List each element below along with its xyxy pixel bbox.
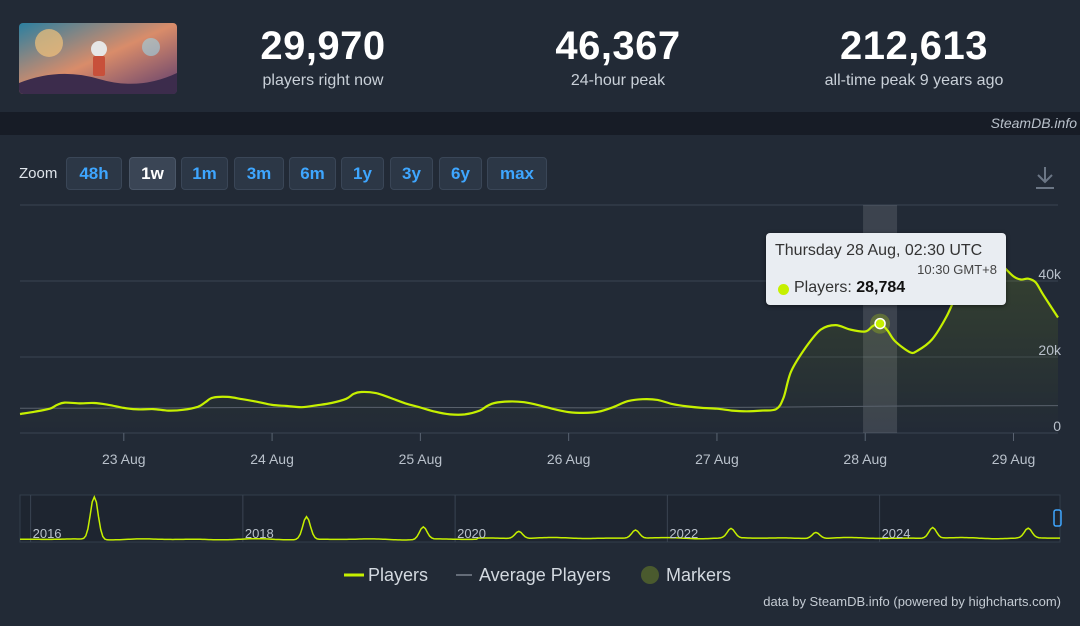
peak24-value: 46,367 bbox=[555, 24, 681, 68]
zoom-48h-button[interactable]: 48h bbox=[66, 157, 122, 190]
nav-tick-label-2024: 2024 bbox=[882, 526, 911, 541]
legend-players-swatch bbox=[344, 573, 364, 577]
x-tick-label-6: 29 Aug bbox=[992, 451, 1036, 467]
tooltip-series-row: Players: 28,784 bbox=[794, 279, 906, 296]
stat-current-players: 29,970 players right now bbox=[223, 24, 423, 90]
y-tick-label-20k: 20k bbox=[1038, 342, 1062, 358]
tooltip-value: 28,784 bbox=[856, 279, 906, 296]
legend-players[interactable]: Players bbox=[368, 565, 429, 585]
alltime-label: all-time peak 9 years ago bbox=[824, 72, 1004, 89]
tooltip-local-time: 10:30 GMT+8 bbox=[917, 262, 997, 277]
zoom-max-button[interactable]: max bbox=[487, 157, 547, 190]
steamdb-credit-top[interactable]: SteamDB.info bbox=[990, 115, 1077, 131]
nav-tick-label-2020: 2020 bbox=[457, 526, 486, 541]
average-players-line bbox=[19, 405, 1059, 409]
x-tick-label-4: 27 Aug bbox=[695, 451, 739, 467]
tooltip: Thursday 28 Aug, 02:30 UTC 10:30 GMT+8 P… bbox=[766, 233, 1006, 305]
current-players-label: players right now bbox=[262, 72, 384, 89]
y-axis: 0 20k 40k bbox=[1038, 266, 1062, 434]
navigator-grid bbox=[30, 495, 881, 542]
stats-bar: 29,970 players right now 46,367 24-hour … bbox=[0, 0, 1080, 112]
players-area bbox=[20, 256, 1058, 433]
alltime-value: 212,613 bbox=[839, 24, 989, 68]
current-players-value: 29,970 bbox=[260, 24, 386, 68]
legend: Players Average Players Markers bbox=[0, 563, 1080, 587]
x-tick-label-5: 28 Aug bbox=[843, 451, 887, 467]
navigator-frame[interactable] bbox=[19, 494, 1061, 543]
nav-tick-label-2016: 2016 bbox=[33, 526, 62, 541]
no-mans-sky-logo-icon bbox=[19, 23, 177, 94]
zoom-1w-button[interactable]: 1w bbox=[129, 157, 176, 190]
hover-point[interactable] bbox=[874, 317, 886, 330]
steamdb-credit-bottom[interactable]: data by SteamDB.info (powered by highcha… bbox=[763, 594, 1061, 609]
legend-average-swatch bbox=[456, 574, 472, 576]
stat-24h-peak: 46,367 24-hour peak bbox=[518, 24, 718, 90]
zoom-label: Zoom bbox=[19, 165, 58, 182]
navigator-x-axis: 2016 2018 2020 2022 2024 bbox=[33, 526, 911, 541]
x-tick-label-2: 25 Aug bbox=[399, 451, 443, 467]
legend-markers[interactable]: Markers bbox=[666, 565, 732, 585]
zoom-6m-button[interactable]: 6m bbox=[289, 157, 336, 190]
zoom-3m-button[interactable]: 3m bbox=[234, 157, 284, 190]
x-tick-label-1: 24 Aug bbox=[250, 451, 294, 467]
y-tick-label-0: 0 bbox=[1053, 418, 1061, 434]
nav-tick-label-2022: 2022 bbox=[669, 526, 698, 541]
download-icon[interactable] bbox=[1033, 165, 1057, 191]
legend-markers-swatch bbox=[641, 566, 659, 584]
peak24-label: 24-hour peak bbox=[570, 72, 666, 89]
zoom-3y-button[interactable]: 3y bbox=[390, 157, 433, 190]
legend-average-players[interactable]: Average Players bbox=[479, 565, 611, 585]
game-logo[interactable] bbox=[19, 23, 177, 94]
navigator-handle[interactable] bbox=[1053, 509, 1062, 527]
nav-tick-label-2018: 2018 bbox=[245, 526, 274, 541]
stat-alltime-peak: 212,613 all-time peak 9 years ago bbox=[794, 24, 1034, 90]
zoom-1m-button[interactable]: 1m bbox=[181, 157, 228, 190]
y-tick-label-40k: 40k bbox=[1038, 266, 1062, 282]
players-line[interactable] bbox=[19, 255, 1059, 416]
tooltip-series-dot bbox=[778, 284, 789, 295]
x-axis: 23 Aug 24 Aug 25 Aug 26 Aug 27 Aug 28 Aug 29 A… bbox=[102, 433, 1035, 467]
zoom-1y-button[interactable]: 1y bbox=[341, 157, 384, 190]
navigator-line bbox=[20, 495, 1060, 541]
tooltip-date: Thursday 28 Aug, 02:30 UTC bbox=[775, 242, 983, 259]
zoom-6y-button[interactable]: 6y bbox=[439, 157, 482, 190]
x-tick-label-3: 26 Aug bbox=[547, 451, 591, 467]
x-tick-label-0: 23 Aug bbox=[102, 451, 146, 467]
tooltip-series-name: Players bbox=[794, 279, 848, 296]
